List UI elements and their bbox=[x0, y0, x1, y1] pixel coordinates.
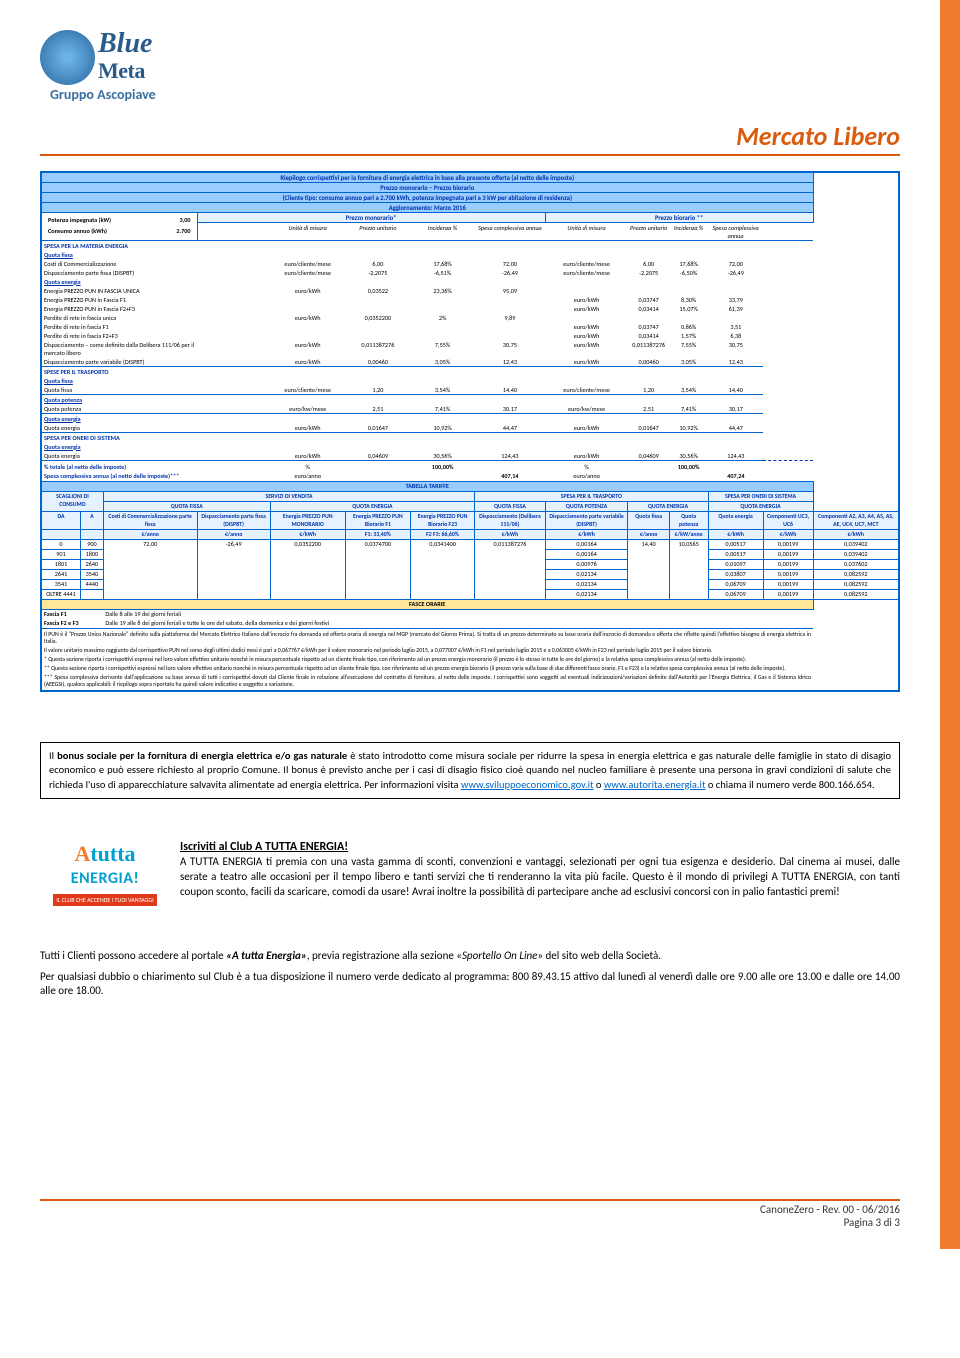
table-title-2: Prezzo monorario – Prezzo biorario bbox=[41, 183, 813, 193]
club-paragraph-3: Per qualsiasi dubbio o chiarimento sul C… bbox=[40, 970, 900, 1000]
link-sviluppoeconomico[interactable]: www.sviluppoeconomico.gov.it bbox=[461, 778, 594, 791]
footer-revision: CanoneZero - Rev. 00 - 06/2016 bbox=[40, 1203, 900, 1216]
bonus-sociale-box: Il bonus sociale per la fornitura di ene… bbox=[40, 742, 900, 799]
link-autorita[interactable]: www.autorita.energia.it bbox=[604, 778, 706, 791]
logo-line3: Gruppo Ascopiave bbox=[50, 86, 156, 103]
mono-header: Prezzo monorario* bbox=[197, 213, 545, 223]
club-paragraph-1: A TUTTA ENERGIA ti premia con una vasta … bbox=[180, 855, 900, 898]
logo: Blue Meta Gruppo Ascopiave bbox=[40, 20, 900, 120]
price-summary-table: Riepilogo corrispettivi per la fornitura… bbox=[40, 171, 900, 692]
fine-print: Il PUN è il "Prezzo Unico Nazionale" def… bbox=[41, 628, 813, 691]
tariffe-title: TABELLA TARIFFE bbox=[41, 481, 813, 491]
logo-line1: Blue bbox=[98, 28, 152, 60]
table-title-3: (Cliente tipo: consumo annuo pari a 2.70… bbox=[41, 193, 813, 203]
footer-page-number: Pagina 3 di 3 bbox=[40, 1216, 900, 1229]
bio-header: Prezzo biorario ** bbox=[545, 213, 813, 223]
table-title-4: Aggiornamento: Marzo 2016 bbox=[41, 203, 813, 213]
page-title: Mercato Libero bbox=[40, 120, 900, 156]
page-footer: CanoneZero - Rev. 00 - 06/2016 Pagina 3 … bbox=[40, 1199, 900, 1229]
club-section: Atutta ENERGIA! IL CLUB CHE ACCENDE I TU… bbox=[40, 839, 900, 1000]
club-logo: Atutta ENERGIA! IL CLUB CHE ACCENDE I TU… bbox=[40, 839, 170, 949]
power-consumption-box: Potenza impegnata (kW)3,00 Consumo annuo… bbox=[41, 213, 197, 241]
table-title-1: Riepilogo corrispettivi per la fornitura… bbox=[41, 172, 813, 183]
logo-line2: Meta bbox=[98, 58, 145, 84]
